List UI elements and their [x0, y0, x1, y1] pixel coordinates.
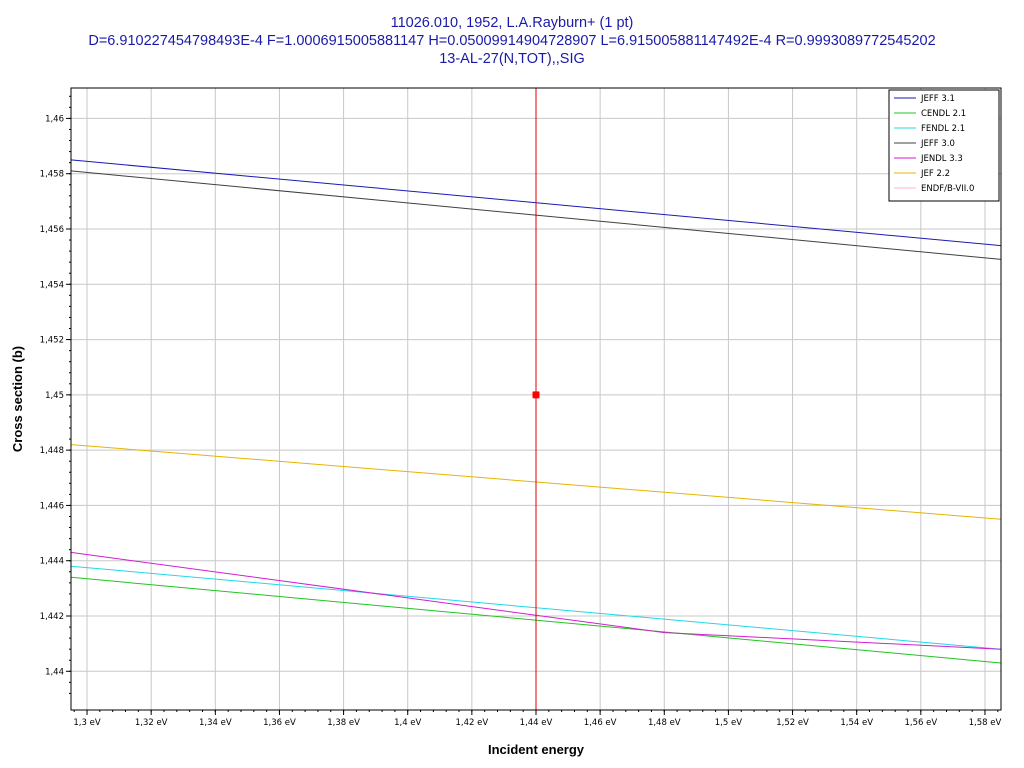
legend-label-1: CENDL 2.1	[921, 109, 966, 119]
legend-label-6: ENDF/B-VII.0	[921, 184, 974, 194]
title-line-3: 13-AL-27(N,TOT),,SIG	[439, 51, 585, 67]
legend-label-5: JEF 2.2	[920, 169, 950, 179]
y-tick-label: 1,442	[40, 612, 64, 622]
legend-box	[888, 89, 1000, 202]
x-tick-label: 1,44 eV	[520, 718, 553, 728]
y-tick-label: 1,446	[40, 501, 64, 511]
data-point-0	[532, 391, 540, 399]
y-tick-label: 1,454	[40, 280, 64, 290]
ticks: 1,3 eV 1,32 eV 1,34 eV 1,36 eV 1,38 eV 1,4 eV…	[40, 95, 1002, 728]
x-tick-label: 1,32 eV	[135, 718, 168, 728]
x-tick-label: 1,42 eV	[456, 718, 489, 728]
y-tick-label: 1,452	[40, 336, 64, 346]
markers	[532, 88, 540, 710]
legend-label-0: JEFF 3.1	[920, 94, 955, 104]
x-tick-label: 1,52 eV	[776, 718, 809, 728]
x-tick-label: 1,4 eV	[394, 718, 421, 728]
y-tick-label: 1,456	[40, 225, 64, 235]
x-tick-label: 1,58 eV	[969, 718, 1002, 728]
legend-label-2: FENDL 2.1	[921, 124, 965, 134]
series-line-4	[70, 551, 1002, 650]
y-tick-label: 1,448	[40, 446, 64, 456]
title-line-2: D=6.910227454798493E-4 F=1.0006915005881…	[88, 33, 936, 49]
x-tick-label: 1,3 eV	[73, 718, 100, 728]
chart-title: 11026.010, 1952, L.A.Rayburn+ (1 pt) D=6…	[0, 14, 1024, 68]
legend-label-3: JEFF 3.0	[920, 139, 955, 149]
x-tick-label: 1,5 eV	[715, 718, 742, 728]
legend: JEFF 3.1 CENDL 2.1 FENDL 2.1 JEFF 3.0 JENDL …	[888, 89, 1000, 202]
y-tick-label: 1,45	[45, 391, 64, 401]
x-tick-label: 1,36 eV	[263, 718, 296, 728]
y-axis-title: Cross section (b)	[10, 346, 25, 452]
x-axis-title: Incident energy	[488, 742, 585, 757]
y-tick-label: 1,44	[45, 667, 64, 677]
legend-label-4: JENDL 3.3	[920, 154, 963, 164]
x-tick-label: 1,38 eV	[327, 718, 360, 728]
x-tick-label: 1,56 eV	[904, 718, 937, 728]
x-tick-label: 1,54 eV	[840, 718, 873, 728]
x-tick-label: 1,48 eV	[648, 718, 681, 728]
x-tick-label: 1,34 eV	[199, 718, 232, 728]
y-tick-label: 1,444	[40, 557, 64, 567]
y-tick-label: 1,458	[40, 170, 64, 180]
x-tick-label: 1,46 eV	[584, 718, 617, 728]
title-line-1: 11026.010, 1952, L.A.Rayburn+ (1 pt)	[390, 15, 634, 31]
y-tick-label: 1,46	[45, 114, 64, 124]
